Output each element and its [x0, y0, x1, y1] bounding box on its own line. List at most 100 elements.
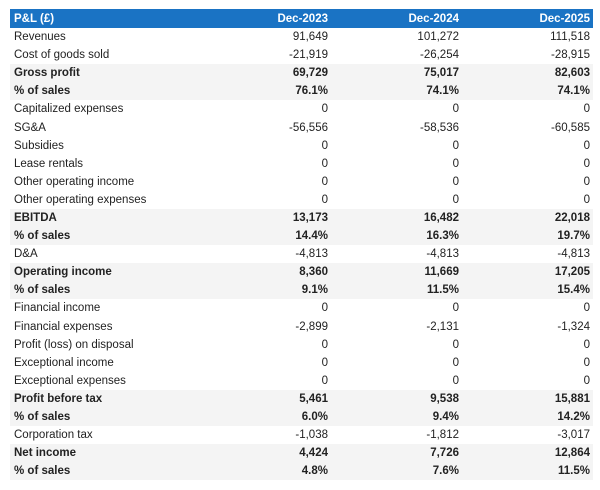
row-value: -2,131	[426, 320, 459, 333]
table-row: Subsidies 0 0 0	[10, 137, 593, 155]
row-value: -1,038	[295, 429, 328, 442]
row-value: 0	[583, 175, 590, 188]
row-value: -21,919	[288, 49, 328, 62]
row-value: -56,556	[288, 121, 328, 134]
row-value: 0	[583, 374, 590, 387]
table-row: % of sales 6.0% 9.4% 14.2%	[10, 407, 593, 427]
row-value: 15,881	[462, 389, 593, 408]
table-header-row: P&L (£) Dec-2023 Dec-2024 Dec-2025	[10, 9, 593, 28]
row-value: -60,585	[550, 121, 590, 134]
row-label: Profit before tax	[10, 389, 200, 408]
row-value: 7,726	[331, 444, 462, 463]
row-value: 0	[321, 356, 328, 369]
row-label: Exceptional expenses	[14, 374, 126, 387]
table-row: EBITDA 13,173 16,482 22,018	[10, 208, 593, 228]
row-label: Revenues	[14, 31, 66, 44]
row-value: 91,649	[292, 31, 328, 44]
row-label: Other operating expenses	[14, 193, 147, 206]
row-label: % of sales	[10, 407, 200, 427]
table-row: % of sales 14.4% 16.3% 19.7%	[10, 227, 593, 246]
row-label: % of sales	[10, 227, 200, 246]
row-value: 82,603	[462, 64, 593, 83]
table-row: % of sales 9.1% 11.5% 15.4%	[10, 281, 593, 300]
table-row: Profit (loss) on disposal 0 0 0	[10, 336, 593, 354]
row-value: 74.1%	[331, 82, 462, 101]
row-value: 0	[321, 193, 328, 206]
row-value: 0	[583, 193, 590, 206]
row-value: 0	[321, 103, 328, 116]
row-label: Lease rentals	[14, 157, 84, 170]
row-value: 11.5%	[331, 281, 462, 300]
row-value: 0	[583, 338, 590, 351]
row-value: 0	[583, 157, 590, 170]
row-value: 0	[583, 302, 590, 315]
row-value: 4,424	[200, 444, 331, 463]
row-value: 0	[583, 103, 590, 116]
row-value: 0	[452, 356, 459, 369]
row-label: % of sales	[10, 82, 200, 101]
column-header: Dec-2024	[408, 12, 459, 25]
row-value: -1,812	[426, 429, 459, 442]
row-value: 0	[452, 374, 459, 387]
row-value: 14.4%	[200, 227, 331, 246]
table-row: Profit before tax 5,461 9,538 15,881	[10, 389, 593, 408]
row-value: 8,360	[200, 263, 331, 282]
row-value: -3,017	[557, 429, 590, 442]
row-value: 16,482	[331, 208, 462, 228]
table-row: Net income 4,424 7,726 12,864	[10, 444, 593, 463]
row-value: 0	[321, 175, 328, 188]
row-value: -4,813	[557, 248, 590, 261]
row-value: -28,915	[550, 49, 590, 62]
row-label: Exceptional income	[14, 356, 114, 369]
row-value: 0	[452, 157, 459, 170]
row-label: Financial expenses	[14, 320, 113, 333]
row-value: -2,899	[295, 320, 328, 333]
row-value: 22,018	[462, 208, 593, 228]
column-header: Dec-2025	[539, 12, 590, 25]
row-value: 11,669	[331, 263, 462, 282]
row-value: 0	[452, 193, 459, 206]
row-value: 0	[452, 338, 459, 351]
row-label: Operating income	[10, 263, 200, 282]
table-row: Other operating income 0 0 0	[10, 173, 593, 191]
row-value: 7.6%	[331, 462, 462, 481]
column-header: Dec-2023	[277, 12, 328, 25]
table-row: % of sales 76.1% 74.1% 74.1%	[10, 82, 593, 101]
table-row: Gross profit 69,729 75,017 82,603	[10, 64, 593, 83]
table-row: Financial expenses -2,899 -2,131 -1,324	[10, 318, 593, 336]
table-row: Financial income 0 0 0	[10, 299, 593, 317]
row-value: 0	[583, 139, 590, 152]
row-label: Corporation tax	[14, 429, 93, 442]
row-value: 76.1%	[200, 82, 331, 101]
row-value: 9,538	[331, 389, 462, 408]
row-label: Net income	[10, 444, 200, 463]
row-value: 0	[321, 374, 328, 387]
row-value: 0	[321, 139, 328, 152]
table-title: P&L (£)	[14, 12, 55, 25]
table-row: Capitalized expenses 0 0 0	[10, 100, 593, 118]
row-value: 6.0%	[200, 407, 331, 427]
row-label: Capitalized expenses	[14, 103, 124, 116]
row-value: 0	[321, 302, 328, 315]
row-value: 14.2%	[462, 407, 593, 427]
row-label: Profit (loss) on disposal	[14, 338, 134, 351]
row-value: 101,272	[417, 31, 459, 44]
row-value: 0	[452, 103, 459, 116]
table-row: Corporation tax -1,038 -1,812 -3,017	[10, 426, 593, 444]
row-value: 12,864	[462, 444, 593, 463]
pnl-table: P&L (£) Dec-2023 Dec-2024 Dec-2025 Reven…	[10, 9, 593, 481]
table-row: Exceptional income 0 0 0	[10, 354, 593, 372]
row-value: 111,518	[550, 31, 590, 44]
table-row: Other operating expenses 0 0 0	[10, 191, 593, 209]
row-value: -4,813	[295, 248, 328, 261]
table-row: % of sales 4.8% 7.6% 11.5%	[10, 462, 593, 481]
table-row: D&A -4,813 -4,813 -4,813	[10, 245, 593, 263]
table-row: Cost of goods sold -21,919 -26,254 -28,915	[10, 46, 593, 64]
row-value: 16.3%	[331, 227, 462, 246]
row-label: EBITDA	[10, 208, 200, 228]
row-value: 9.1%	[200, 281, 331, 300]
row-value: -1,324	[557, 320, 590, 333]
row-value: 0	[321, 338, 328, 351]
row-label: Cost of goods sold	[14, 49, 110, 62]
row-value: 4.8%	[200, 462, 331, 481]
